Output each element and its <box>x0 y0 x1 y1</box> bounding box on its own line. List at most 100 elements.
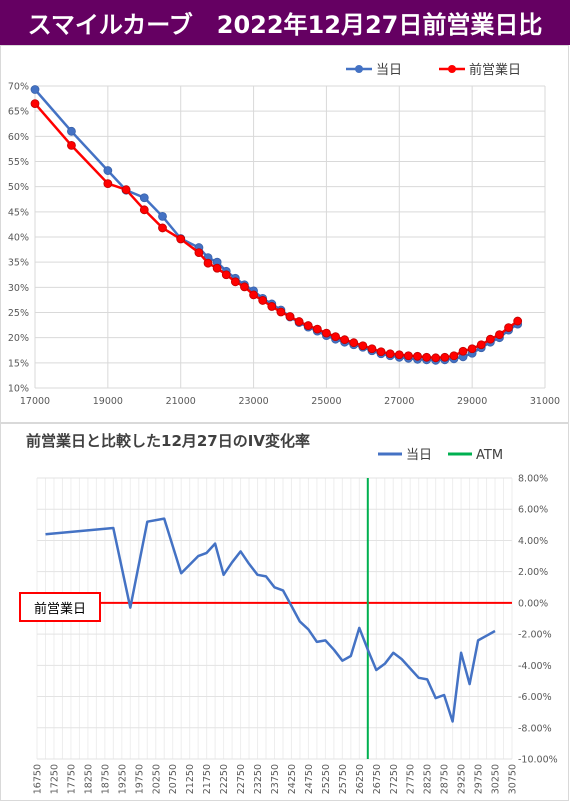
x-tick-label: 21000 <box>166 396 196 407</box>
y-tick-label: -2.00% <box>518 630 552 641</box>
x-tick-label: 23250 <box>253 764 264 794</box>
iv-change-chart: 8.00% 6.00% 4.00% 2.00% 0.00% -2.00% -4.00% -6.… <box>33 448 558 794</box>
x-tick-label: 26250 <box>355 764 366 794</box>
data-point <box>495 330 504 340</box>
data-point <box>276 307 286 317</box>
x-tick-label: 23750 <box>270 764 281 794</box>
y-tick-label: -4.00% <box>518 661 552 672</box>
x-tick-label: 29250 <box>457 764 468 794</box>
x-tick-label: 20250 <box>151 764 162 794</box>
y-tick-label: 8.00% <box>518 474 548 485</box>
x-tick-label: 21250 <box>185 764 196 794</box>
y-tick-label: 50% <box>8 182 29 193</box>
data-point <box>322 328 331 338</box>
data-point <box>422 352 432 362</box>
x-tick-label: 30750 <box>508 764 519 794</box>
x-tick-label: 17250 <box>50 764 61 794</box>
data-point <box>121 185 131 195</box>
x-tick-label: 31000 <box>530 396 560 407</box>
x-tick-label: 27750 <box>406 764 417 794</box>
y-tick-label: 25% <box>8 308 29 319</box>
y-tick-label: 30% <box>8 283 29 294</box>
data-point <box>440 352 450 362</box>
x-tick-label: 25750 <box>338 764 349 794</box>
x-tick-label: 24250 <box>287 764 298 794</box>
data-point <box>176 234 186 244</box>
data-point <box>331 332 340 342</box>
y-tick-label: 4.00% <box>518 536 548 547</box>
y-tick-label: 35% <box>8 258 29 269</box>
data-point <box>504 323 513 333</box>
y-tick-label: 20% <box>8 333 29 344</box>
x-tick-label: 30250 <box>491 764 502 794</box>
legend-marker <box>355 65 363 73</box>
title-bar: スマイルカーブ 2022年12月27日前営業日比 <box>0 0 570 45</box>
data-point <box>212 263 222 273</box>
y-tick-label: -8.00% <box>518 723 552 734</box>
x-tick-label: 17000 <box>20 396 50 407</box>
x-tick-label: 25250 <box>321 764 332 794</box>
iv-change-chart-title: 前営業日と比較した12月27日のIV変化率 <box>26 432 310 450</box>
data-point <box>431 353 441 363</box>
legend-label: ATM <box>476 448 503 463</box>
data-point <box>358 341 368 351</box>
x-tick-label: 19000 <box>93 396 123 407</box>
x-tick-label: 22250 <box>219 764 230 794</box>
data-point <box>449 351 459 361</box>
data-point <box>467 344 477 354</box>
data-point <box>30 99 40 109</box>
x-tick-label: 29000 <box>457 396 487 407</box>
x-tick-label: 24750 <box>304 764 315 794</box>
x-tick-label: 25000 <box>311 396 341 407</box>
smile-curve-panel <box>0 45 569 423</box>
x-tick-label: 27250 <box>389 764 400 794</box>
page-title: スマイルカーブ 2022年12月27日前営業日比 <box>27 11 543 39</box>
data-point <box>403 351 413 361</box>
data-point <box>413 351 422 361</box>
legend-label: 当日 <box>376 63 402 78</box>
x-tick-label: 27000 <box>384 396 414 407</box>
y-tick-label: 65% <box>8 107 29 118</box>
data-point <box>103 179 113 189</box>
x-tick-label: 22750 <box>236 764 247 794</box>
data-point <box>285 312 295 321</box>
y-tick-label: 0.00% <box>518 598 548 609</box>
y-tick-label: 60% <box>8 132 29 143</box>
iv-change-line <box>45 517 496 723</box>
data-point <box>267 302 277 311</box>
y-tick-label: 70% <box>8 82 29 93</box>
data-point <box>476 340 486 350</box>
x-tick-label: 23000 <box>238 396 268 407</box>
x-tick-label: 29750 <box>474 764 485 794</box>
data-point <box>367 344 377 354</box>
data-point <box>158 223 167 233</box>
x-tick-label: 19750 <box>134 764 145 794</box>
data-point <box>458 346 468 356</box>
y-tick-label: 55% <box>8 157 29 168</box>
baseline-label-box: 前営業日 <box>19 592 101 622</box>
data-point <box>340 335 350 345</box>
data-point <box>394 350 404 360</box>
data-point <box>103 166 113 175</box>
data-point <box>240 282 249 292</box>
data-point <box>485 334 495 344</box>
data-point <box>194 248 204 258</box>
data-point <box>67 126 76 136</box>
x-tick-label: 18750 <box>100 764 111 794</box>
data-point <box>230 277 240 287</box>
data-point <box>30 85 40 94</box>
smile-curve-chart: 10% 15% 20% 25% 30% 35% 40% 45% 50% 55% 60% 65% 70% 1… <box>8 62 560 407</box>
data-point <box>139 193 149 203</box>
legend-label: 前営業日 <box>469 62 521 78</box>
data-point <box>312 324 322 334</box>
x-tick-label: 18250 <box>83 764 94 794</box>
x-tick-label: 28750 <box>440 764 451 794</box>
legend-label: 当日 <box>406 448 432 463</box>
data-point <box>385 349 395 359</box>
legend-marker <box>448 65 456 73</box>
data-point <box>513 316 523 326</box>
y-tick-label: 10% <box>8 384 29 395</box>
chart1-grid <box>34 85 546 389</box>
data-point <box>67 140 76 150</box>
x-tick-label: 20750 <box>168 764 179 794</box>
